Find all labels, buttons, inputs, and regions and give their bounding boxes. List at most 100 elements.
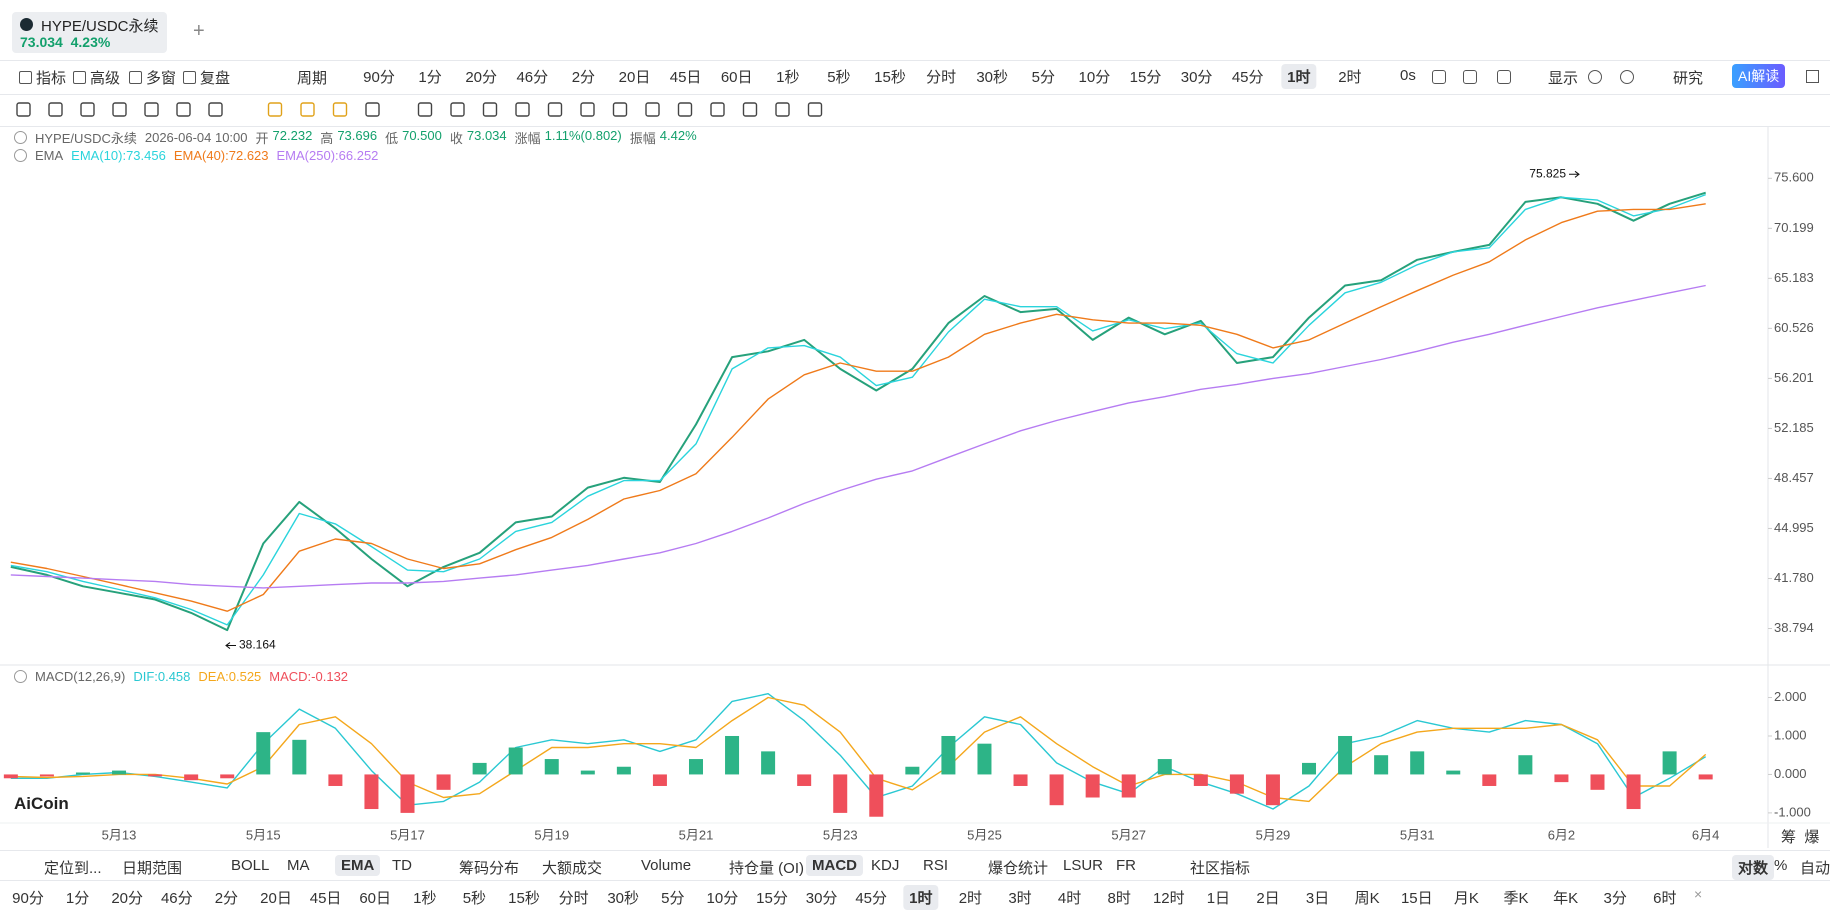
interval-button[interactable]: 3日 [1305, 890, 1330, 907]
interval-button[interactable]: 分时 [558, 890, 589, 907]
interval-button[interactable]: 60日 [359, 890, 392, 907]
interval-button[interactable]: 60日 [720, 69, 753, 86]
side-item[interactable]: 爆 [1804, 829, 1820, 846]
interval-button[interactable]: 20分 [465, 69, 498, 86]
icon[interactable] [1588, 70, 1602, 84]
interval-button[interactable]: 30分 [805, 890, 838, 907]
interval-button[interactable]: 5分 [1031, 69, 1055, 86]
interval-button[interactable]: 12时 [1152, 890, 1185, 907]
add-tab[interactable]: + [193, 20, 205, 42]
side-item[interactable]: 筹 [1781, 829, 1797, 846]
interval-button[interactable]: 15秒 [508, 890, 540, 907]
sub-indicator[interactable]: LSUR [1063, 857, 1104, 874]
collapse-icon[interactable] [14, 148, 27, 162]
draw-tool-icon[interactable] [515, 102, 530, 117]
interval-button[interactable]: 45分 [855, 890, 888, 907]
interval-button[interactable]: 5分 [661, 890, 685, 907]
draw-tool-icon[interactable] [677, 102, 693, 117]
interval-button[interactable]: 90分 [363, 69, 395, 86]
draw-tool-icon[interactable] [807, 102, 823, 117]
sub-indicator[interactable]: 爆仓统计 [988, 860, 1049, 877]
interval-button[interactable]: 5秒 [827, 69, 851, 86]
sub-indicator[interactable]: Volume [641, 857, 692, 874]
tool-icon[interactable] [129, 71, 142, 84]
draw-tool-icon[interactable] [580, 102, 595, 117]
interval-button[interactable]: 15日 [1400, 890, 1433, 907]
interval-button[interactable]: 1分 [65, 890, 90, 907]
main-indicator[interactable]: MA [287, 857, 310, 874]
interval-button[interactable]: 分时 [926, 69, 957, 86]
tool-icon[interactable] [73, 71, 86, 84]
interval-button[interactable]: 2时 [958, 890, 983, 907]
main-indicator[interactable]: BOLL [231, 857, 270, 874]
interval-button[interactable]: 20分 [111, 890, 144, 907]
sub-indicator[interactable]: MACD [806, 855, 863, 876]
collapse-icon[interactable] [14, 130, 27, 144]
collapse-icon[interactable] [14, 669, 27, 683]
main-indicator[interactable]: TD [392, 857, 412, 874]
range-button[interactable]: 日期范围 [122, 860, 183, 877]
scale-button[interactable]: % [1774, 857, 1788, 874]
interval-button[interactable]: 46分 [516, 69, 549, 86]
interval-button[interactable]: 2日 [1256, 890, 1280, 907]
period-button[interactable]: 周期 [297, 70, 328, 87]
interval-button[interactable]: 2分 [214, 890, 239, 907]
interval-button[interactable]: 30秒 [607, 890, 640, 907]
draw-tool-icon[interactable] [112, 102, 127, 117]
countdown[interactable]: 0s [1400, 67, 1416, 84]
scale-button[interactable]: 自动 [1800, 860, 1830, 877]
interval-button[interactable]: 2分 [571, 69, 596, 86]
interval-button[interactable]: 10分 [1078, 69, 1111, 86]
draw-tool-icon[interactable] [176, 102, 191, 117]
draw-tool-icon[interactable] [144, 102, 159, 117]
research-button[interactable]: 研究 [1673, 70, 1704, 87]
scale-button[interactable]: 对数 [1732, 855, 1775, 880]
draw-tool-icon[interactable] [742, 102, 758, 117]
interval-button[interactable]: 月K [1453, 890, 1479, 907]
interval-button[interactable]: 1时 [1281, 64, 1317, 89]
community-button[interactable]: 社区指标 [1190, 860, 1251, 877]
sub-indicator[interactable]: RSI [923, 857, 949, 874]
interval-button[interactable]: 8时 [1107, 890, 1131, 907]
interval-button[interactable]: 1日 [1206, 890, 1231, 907]
draw-tool-icon[interactable] [267, 102, 283, 117]
tool-icon[interactable] [183, 71, 196, 84]
draw-tool-icon[interactable] [482, 102, 498, 117]
axis-side[interactable]: 筹 爆 [1781, 826, 1819, 847]
share-icon[interactable] [1806, 70, 1819, 83]
draw-tool-icon[interactable] [300, 102, 315, 117]
sub-indicator[interactable]: 持仓量 (OI) [729, 860, 804, 877]
interval-button[interactable]: 20日 [260, 890, 292, 907]
tool-button[interactable]: 高级 [90, 70, 121, 87]
interval-button[interactable]: 1时 [903, 885, 939, 910]
interval-button[interactable]: 15分 [756, 890, 788, 907]
interval-button[interactable]: 45日 [669, 69, 702, 86]
interval-button[interactable]: 30分 [1180, 69, 1213, 86]
main-indicator[interactable]: 大额成交 [542, 860, 603, 877]
interval-button[interactable]: 46分 [160, 890, 193, 907]
draw-tool-icon[interactable] [208, 102, 223, 117]
main-indicator[interactable]: 筹码分布 [459, 860, 520, 877]
interval-button[interactable]: 4时 [1057, 890, 1082, 907]
draw-tool-icon[interactable] [80, 102, 95, 117]
draw-tool-icon[interactable] [645, 102, 660, 117]
icon[interactable] [1497, 70, 1511, 84]
draw-tool-icon[interactable] [775, 102, 790, 117]
interval-button[interactable]: 周K [1354, 890, 1380, 907]
display-button[interactable]: 显示 [1548, 70, 1579, 87]
draw-tool-icon[interactable] [547, 102, 563, 117]
draw-tool-icon[interactable] [710, 102, 725, 117]
interval-button[interactable]: 5秒 [462, 890, 487, 907]
tool-button[interactable]: 指标 [36, 70, 67, 87]
interval-button[interactable]: 1秒 [413, 890, 437, 907]
interval-button[interactable]: 季K [1503, 890, 1529, 907]
icon[interactable] [1463, 70, 1477, 84]
main-indicator[interactable]: EMA [335, 855, 381, 876]
locate-button[interactable]: 定位到... [44, 860, 102, 877]
draw-tool-icon[interactable] [365, 102, 380, 117]
draw-tool-icon[interactable] [16, 102, 31, 117]
tool-button[interactable]: 多窗 [146, 70, 177, 87]
interval-button[interactable]: 1分 [418, 69, 442, 86]
ai-button[interactable]: AI解读 [1732, 64, 1786, 88]
draw-tool-icon[interactable] [417, 102, 433, 117]
